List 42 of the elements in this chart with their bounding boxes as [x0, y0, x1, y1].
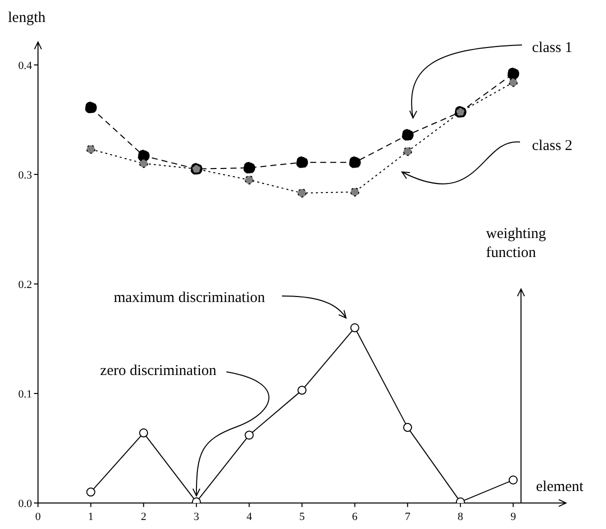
- x-tick-label: 8: [458, 511, 464, 523]
- point: [296, 156, 308, 168]
- x-tick-label: 2: [140, 511, 146, 523]
- point: [350, 323, 360, 332]
- point: [298, 188, 306, 198]
- point: [402, 129, 414, 141]
- x-tick-label: 4: [246, 511, 252, 523]
- x-tick-label: 3: [194, 511, 200, 523]
- annotation: maximum discrimination: [114, 290, 266, 306]
- point: [508, 78, 518, 87]
- point: [139, 428, 148, 438]
- y-tick-label: 0.1: [18, 388, 32, 400]
- point: [86, 144, 96, 154]
- point: [403, 422, 412, 432]
- point: [84, 102, 97, 114]
- x-tick-label: 5: [299, 511, 306, 523]
- point: [298, 386, 306, 395]
- y-tick-label: 0.0: [18, 498, 32, 510]
- point: [244, 430, 254, 440]
- point: [507, 68, 520, 80]
- x-tick-label: 0: [35, 511, 42, 523]
- x-tick-label: 7: [404, 511, 411, 523]
- x-tick-label: 1: [88, 511, 94, 523]
- point: [244, 175, 254, 184]
- y-tick-label: 0.3: [18, 169, 32, 182]
- x-tick-label: 9: [510, 511, 516, 523]
- x-tick-label: 6: [352, 511, 358, 523]
- point: [86, 488, 96, 497]
- y-tick-label: 0.4: [18, 60, 32, 72]
- point: [403, 146, 412, 156]
- y-axis-title: length: [8, 10, 46, 26]
- y-tick-label: 0.2: [18, 278, 32, 291]
- point: [243, 162, 256, 174]
- annotation: zero discrimination: [100, 362, 217, 379]
- point: [508, 476, 518, 484]
- point: [139, 158, 148, 168]
- x-axis-title: element: [536, 479, 584, 495]
- series-label: class 1: [532, 40, 572, 56]
- point: [348, 156, 361, 168]
- text: class 2: [532, 138, 572, 154]
- point: [350, 187, 360, 196]
- annotation: weighting function: [486, 226, 546, 261]
